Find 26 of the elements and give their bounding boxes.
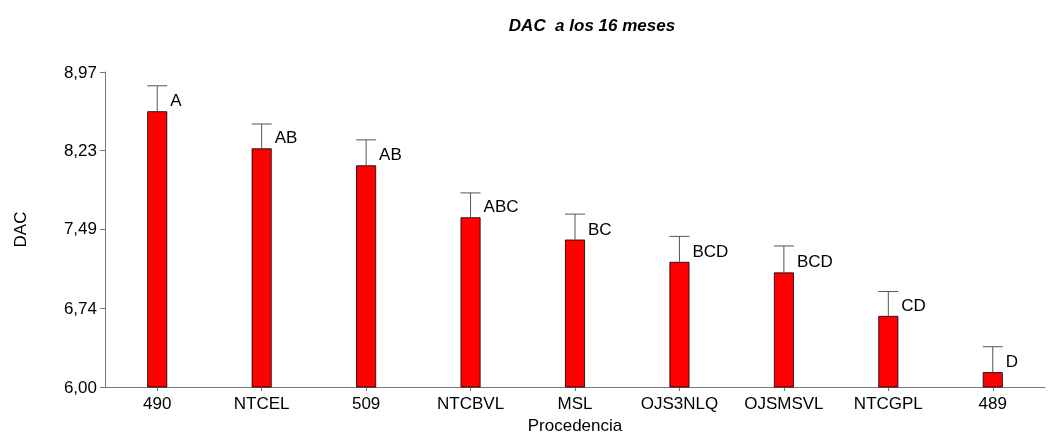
x-tick-label: 489 [978, 394, 1007, 413]
annotation: AB [379, 145, 402, 165]
annotation: AB [274, 128, 298, 148]
x-axis-title: Procedencia [527, 416, 623, 435]
chart-title: DAC a los 16 meses [508, 16, 676, 35]
annotation: A [170, 91, 183, 111]
y-tick-label: 7,49 [63, 219, 97, 239]
y-tick-label: 6,00 [63, 377, 97, 397]
annotation: D [1005, 352, 1019, 372]
annotation: BC [588, 219, 612, 239]
annotation: BCD [692, 241, 729, 261]
annotation: ABC [483, 197, 519, 217]
x-tick-label: MSL [557, 394, 593, 413]
x-tick-label: NTCBVL [437, 394, 505, 413]
y-tick-label: 6,74 [63, 299, 97, 319]
y-axis-title: DAC [11, 211, 30, 248]
x-tick-label: OJS3NLQ [640, 394, 719, 413]
annotation: BCD [796, 252, 833, 272]
y-tick-label: 8,97 [63, 62, 97, 82]
annotation: CD [901, 295, 926, 315]
x-tick-label: NTCGPL [853, 394, 923, 413]
y-tick-label: 8,23 [63, 140, 97, 160]
x-tick-label: NTCEL [233, 394, 290, 413]
x-tick-label: 509 [351, 394, 381, 413]
x-tick-label: OJSMSVL [744, 394, 824, 413]
x-tick-label: 490 [143, 394, 172, 413]
